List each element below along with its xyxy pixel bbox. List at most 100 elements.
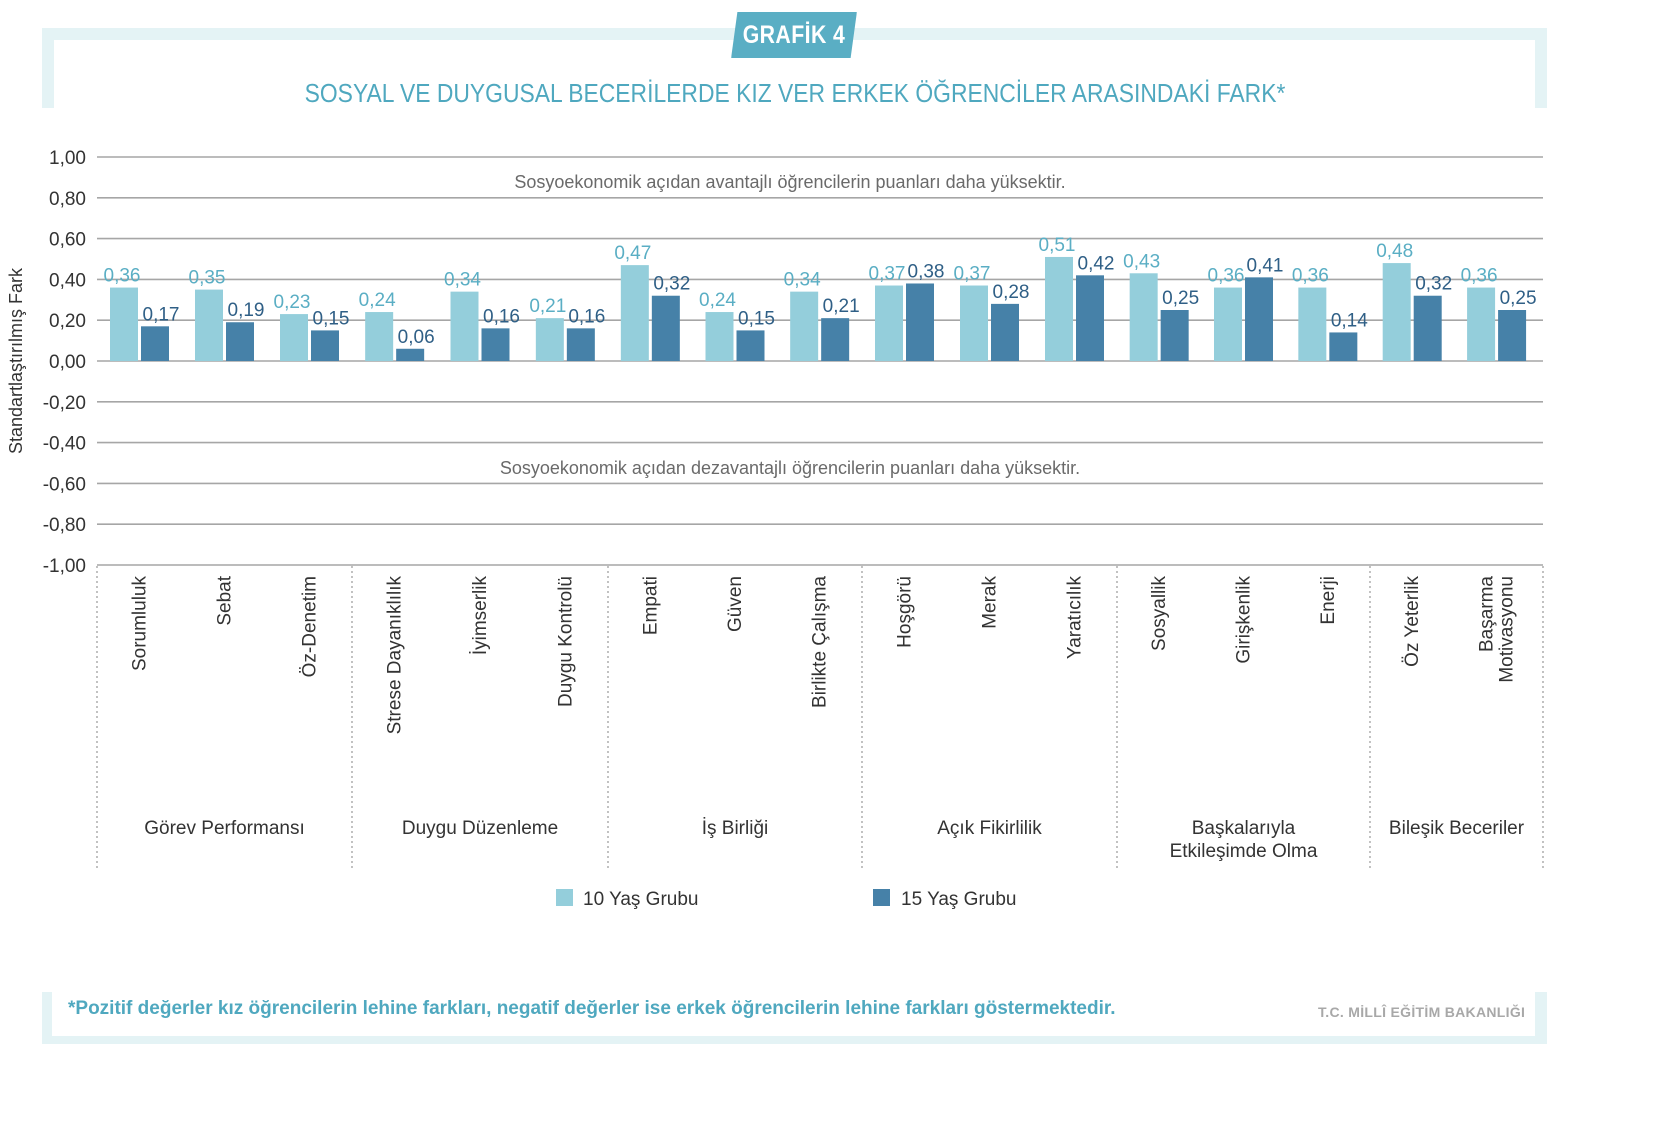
data-label-10: 0,34 (444, 270, 481, 291)
data-label-15: 0,25 (1500, 288, 1537, 309)
bar-15-yas (1329, 332, 1358, 361)
bar-10-yas (1382, 263, 1411, 361)
legend-label-10: 10 Yaş Grubu (583, 889, 698, 910)
category-label: Güven (725, 576, 746, 632)
y-axis-ticks: 1,00 0,80 0,60 0,40 0,20 0,00 -0,20 -0,40 -0,60 -… (43, 148, 86, 577)
data-label-15: 0,32 (1415, 274, 1452, 295)
category-label: Yaratıcılık (1065, 576, 1086, 660)
data-label-10: 0,35 (189, 268, 226, 289)
data-label-15: 0,16 (483, 306, 520, 327)
bar-10-yas (110, 287, 138, 361)
chart-title: SOSYAL VE DUYGUSAL BECERİLERDE KIZ VER E… (304, 78, 1286, 108)
legend-swatch-15 (873, 889, 890, 906)
data-label-10: 0,21 (529, 296, 566, 317)
data-label-10: 0,47 (614, 243, 651, 264)
group-label: Etkileşimde Olma (1170, 841, 1318, 862)
category-label: Sosyallik (1149, 576, 1170, 651)
data-labels: 0,360,170,350,19 0,230,150,240,060,340,16… (104, 235, 1537, 348)
x-axis-category-labels: Sorumluluk Sebat Öz-Denetim Strese Dayanıkl… (130, 575, 1518, 734)
annotation-negative: Sosyoekonomik açıdan dezavantajlı öğrenc… (500, 458, 1080, 478)
frame-border-right (1535, 28, 1547, 108)
frame-border-bottom (42, 1036, 1547, 1044)
data-label-15: 0,41 (1247, 255, 1284, 276)
bars (110, 256, 1527, 361)
data-label-15: 0,42 (1078, 253, 1115, 274)
bar-15-yas (226, 322, 254, 361)
bar-15-yas (396, 348, 425, 361)
bar-10-yas (705, 312, 734, 361)
data-label-15: 0,38 (908, 261, 945, 282)
data-label-10: 0,48 (1376, 241, 1413, 262)
category-label: Sebat (215, 575, 236, 625)
group-label: Başkalarıyla (1192, 818, 1296, 839)
bar-10-yas (365, 312, 394, 361)
y-tick-label: -0,20 (43, 393, 86, 414)
y-tick-label: -1,00 (43, 556, 86, 577)
bar-10-yas (960, 285, 988, 361)
data-label-15: 0,21 (823, 296, 860, 317)
data-label-10: 0,36 (1208, 266, 1245, 287)
group-separators (96, 566, 1544, 868)
gridlines (97, 156, 1543, 566)
bar-10-yas (450, 291, 479, 361)
data-label-15: 0,15 (738, 308, 775, 329)
data-label-15: 0,16 (568, 306, 605, 327)
data-label-10: 0,36 (1292, 266, 1329, 287)
bar-15-yas (821, 318, 850, 361)
bar-15-yas (1076, 275, 1104, 361)
data-label-10: 0,34 (784, 270, 821, 291)
bar-15-yas (311, 330, 339, 361)
frame-border-bottom-left (42, 992, 52, 1044)
y-tick-label: 0,80 (49, 189, 86, 210)
bar-10-yas (1214, 287, 1242, 361)
bar-15-yas (736, 330, 765, 361)
category-label: Sorumluluk (130, 576, 151, 672)
category-label: İyimserlik (470, 576, 491, 656)
bar-10-yas (1129, 273, 1158, 361)
data-label-10: 0,36 (104, 266, 141, 287)
x-axis-group-labels: Görev Performansı Duygu Düzenleme İş Birli… (144, 818, 1524, 862)
data-label-15: 0,15 (313, 308, 350, 329)
data-label-15: 0,32 (653, 274, 690, 295)
legend-swatch-10 (556, 889, 573, 906)
category-label: Motivasyonu (1497, 576, 1518, 683)
group-label: Açık Fikirlilik (937, 818, 1042, 839)
frame-border-bottom-right (1535, 992, 1547, 1044)
bar-10-yas (1045, 256, 1073, 361)
bar-15-yas (481, 328, 510, 361)
legend: 10 Yaş Grubu 15 Yaş Grubu (556, 889, 1016, 910)
group-label: İş Birliği (702, 818, 769, 839)
data-label-10: 0,36 (1461, 266, 1498, 287)
category-label: Hoşgörü (895, 576, 916, 648)
category-label: Birlikte Çalışma (810, 576, 831, 708)
group-label: Bileşik Beceriler (1389, 818, 1525, 839)
bar-15-yas (991, 303, 1019, 361)
annotation-positive: Sosyoekonomik açıdan avantajlı öğrencile… (514, 172, 1065, 192)
bar-10-yas (875, 285, 903, 361)
y-tick-label: -0,40 (43, 434, 86, 455)
category-label: Öz-Denetim (300, 576, 321, 677)
y-tick-label: -0,80 (43, 515, 86, 536)
data-label-10: 0,43 (1123, 251, 1160, 272)
bar-10-yas (535, 318, 564, 361)
bar-15-yas (1245, 277, 1273, 361)
data-label-15: 0,06 (398, 327, 435, 348)
data-label-10: 0,24 (359, 290, 396, 311)
bar-15-yas (141, 326, 169, 361)
y-tick-label: 0,40 (49, 270, 86, 291)
bar-10-yas (1467, 287, 1496, 361)
data-label-10: 0,24 (699, 290, 736, 311)
data-label-10: 0,23 (274, 292, 311, 313)
category-label: Merak (980, 576, 1001, 629)
bar-10-yas (790, 291, 819, 361)
bar-15-yas (1498, 310, 1527, 361)
category-label: Empati (640, 576, 661, 635)
y-tick-label: 0,60 (49, 230, 86, 251)
y-tick-label: 0,00 (49, 352, 86, 373)
figure-badge: GRAFİK 4 (731, 12, 857, 58)
bar-15-yas (1413, 295, 1442, 361)
data-label-10: 0,37 (869, 264, 906, 285)
group-label: Duygu Düzenleme (402, 818, 558, 839)
footnote: *Pozitif değerler kız öğrencilerin lehin… (68, 998, 1116, 1019)
